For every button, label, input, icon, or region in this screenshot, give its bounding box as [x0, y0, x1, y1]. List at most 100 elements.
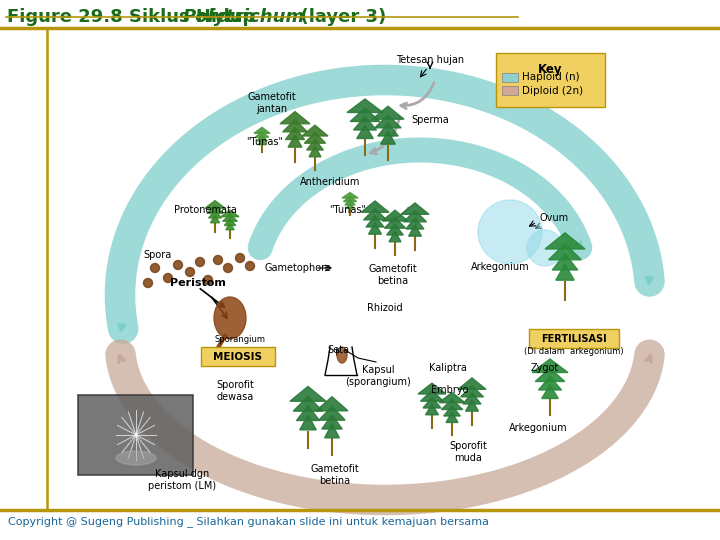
Text: Tetesan hujan: Tetesan hujan [396, 55, 464, 65]
Text: MEIOSIS: MEIOSIS [214, 352, 263, 362]
Polygon shape [444, 406, 460, 416]
FancyBboxPatch shape [529, 329, 619, 348]
Polygon shape [387, 224, 403, 235]
Text: Gametophore: Gametophore [264, 263, 331, 273]
Polygon shape [446, 412, 458, 422]
Polygon shape [302, 125, 328, 136]
Polygon shape [343, 196, 356, 201]
Text: "Tunas": "Tunas" [330, 205, 366, 215]
Polygon shape [207, 206, 223, 213]
Polygon shape [354, 117, 377, 130]
Text: Zygot: Zygot [531, 363, 559, 373]
Text: Haploid (n): Haploid (n) [522, 72, 580, 83]
Polygon shape [346, 203, 354, 208]
Polygon shape [325, 424, 339, 438]
Text: Ovum: Ovum [540, 213, 569, 223]
Polygon shape [300, 415, 316, 430]
Polygon shape [342, 193, 358, 198]
Polygon shape [285, 127, 305, 139]
Polygon shape [458, 378, 486, 389]
Polygon shape [319, 406, 345, 420]
Polygon shape [375, 115, 401, 128]
Polygon shape [309, 146, 321, 157]
Text: Antheridium: Antheridium [300, 177, 360, 187]
Text: Key: Key [539, 63, 563, 76]
Text: Gametofit
jantan: Gametofit jantan [248, 92, 297, 113]
Text: Protonemata: Protonemata [174, 205, 236, 215]
Polygon shape [420, 390, 444, 401]
Circle shape [174, 260, 182, 269]
Polygon shape [221, 210, 239, 217]
Ellipse shape [337, 347, 347, 363]
Polygon shape [305, 132, 325, 143]
Text: Kapsul dgn
peristom (LM): Kapsul dgn peristom (LM) [148, 469, 216, 491]
Circle shape [186, 267, 194, 276]
Polygon shape [222, 214, 238, 221]
Text: Kaliptra: Kaliptra [429, 363, 467, 373]
Polygon shape [406, 218, 424, 229]
Polygon shape [258, 139, 266, 145]
Polygon shape [532, 359, 568, 373]
Polygon shape [257, 135, 267, 141]
FancyBboxPatch shape [496, 53, 605, 107]
Polygon shape [556, 264, 575, 280]
FancyBboxPatch shape [78, 395, 193, 475]
Polygon shape [401, 203, 429, 214]
Circle shape [527, 230, 563, 266]
Circle shape [235, 253, 245, 262]
Text: Arkegonium: Arkegonium [471, 262, 529, 272]
FancyBboxPatch shape [502, 73, 518, 82]
Polygon shape [389, 231, 401, 242]
Circle shape [196, 258, 204, 267]
Circle shape [246, 261, 254, 271]
Circle shape [150, 264, 160, 273]
Polygon shape [384, 218, 405, 228]
Polygon shape [463, 393, 481, 404]
Text: Peristom: Peristom [170, 278, 226, 288]
Polygon shape [372, 106, 404, 119]
Text: (layer 3): (layer 3) [288, 8, 386, 26]
Circle shape [163, 273, 173, 282]
Text: Gametofit
betina: Gametofit betina [310, 464, 359, 486]
Text: Sporangium: Sporangium [215, 335, 266, 345]
Polygon shape [403, 211, 426, 222]
Text: Gametofit
betina: Gametofit betina [369, 264, 418, 286]
Polygon shape [418, 383, 446, 394]
Circle shape [223, 264, 233, 273]
FancyBboxPatch shape [201, 347, 275, 366]
Text: (Di dalam  arkegonium): (Di dalam arkegonium) [524, 348, 624, 356]
Polygon shape [382, 210, 408, 221]
Polygon shape [205, 201, 225, 208]
Text: FERTILISASI: FERTILISASI [541, 334, 607, 343]
Text: Sperma: Sperma [411, 115, 449, 125]
Text: Polytrichum: Polytrichum [183, 8, 305, 26]
Polygon shape [426, 404, 438, 415]
Polygon shape [461, 386, 484, 397]
Polygon shape [381, 131, 395, 144]
Polygon shape [549, 244, 582, 260]
Polygon shape [224, 219, 235, 226]
Polygon shape [288, 135, 302, 147]
Text: Figure 29.8 Siklus Hidup: Figure 29.8 Siklus Hidup [7, 8, 261, 26]
Text: Sporofit
muda: Sporofit muda [449, 441, 487, 463]
Polygon shape [226, 223, 234, 230]
Polygon shape [361, 201, 389, 212]
Text: Copyright @ Sugeng Publishing _ Silahkan gunakan slide ini untuk kemajuan bersam: Copyright @ Sugeng Publishing _ Silahkan… [8, 517, 489, 528]
Polygon shape [209, 211, 222, 218]
Polygon shape [552, 254, 577, 270]
Text: Sporofit
dewasa: Sporofit dewasa [216, 380, 254, 402]
Polygon shape [283, 120, 307, 132]
Text: Spora: Spora [143, 250, 171, 260]
Text: Seta: Seta [327, 345, 349, 355]
Circle shape [478, 200, 542, 264]
Polygon shape [378, 123, 398, 136]
Polygon shape [423, 397, 441, 408]
Polygon shape [539, 376, 562, 390]
Polygon shape [293, 396, 323, 411]
Circle shape [214, 255, 222, 265]
Polygon shape [369, 223, 382, 234]
Polygon shape [545, 233, 585, 249]
Polygon shape [347, 99, 383, 112]
Text: "Tunas": "Tunas" [246, 137, 284, 147]
Polygon shape [254, 127, 270, 133]
